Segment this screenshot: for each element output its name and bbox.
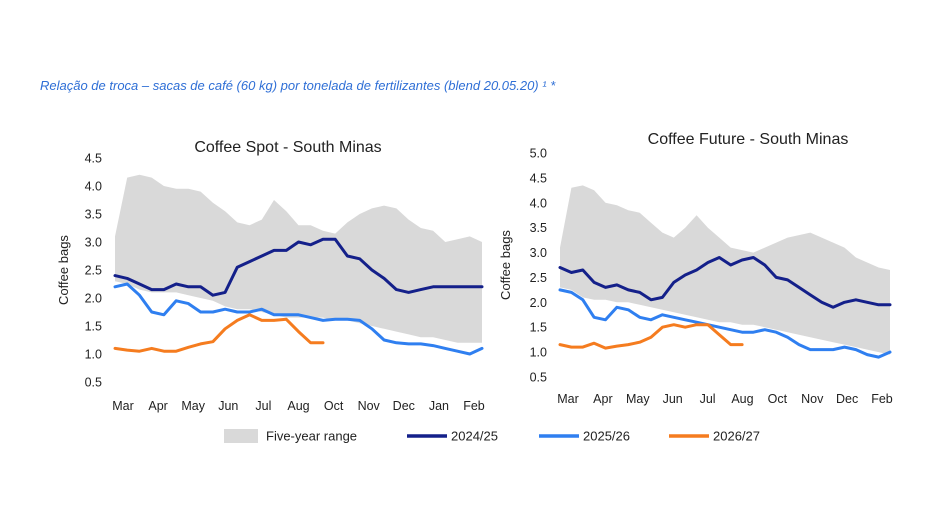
x-tick-label: Aug	[287, 399, 309, 413]
y-tick-label: 1.5	[85, 320, 102, 334]
y-tick-label: 0.5	[85, 376, 102, 390]
y-tick-label: 5.0	[530, 147, 547, 161]
y-axis-label: Coffee bags	[498, 230, 513, 300]
x-tick-label: Dec	[836, 392, 858, 406]
five-year-range-area	[115, 174, 482, 343]
x-tick-label: Feb	[871, 392, 893, 406]
y-tick-label: 3.0	[530, 246, 547, 260]
series-line-2024-25	[113, 237, 484, 297]
x-tick-label: May	[181, 399, 205, 413]
five-year-range-area	[560, 185, 890, 355]
series-line-2025-26	[558, 288, 892, 359]
legend-label: 2024/25	[451, 429, 498, 444]
series-line-2024-25	[558, 256, 892, 309]
x-tick-label: May	[626, 392, 650, 406]
x-tick-label: Oct	[768, 392, 788, 406]
x-tick-label: Jan	[429, 399, 449, 413]
series-line-2026-27	[113, 313, 325, 353]
y-tick-label: 2.5	[530, 271, 547, 285]
chart-title: Coffee Spot - South Minas	[194, 139, 381, 156]
y-tick-label: 1.0	[530, 346, 547, 360]
y-tick-label: 4.5	[85, 152, 102, 166]
series-line-2025-26	[113, 282, 484, 356]
y-tick-label: 4.5	[530, 171, 547, 185]
x-tick-label: Apr	[593, 392, 612, 406]
y-tick-label: 4.0	[530, 196, 547, 210]
x-tick-label: Jul	[700, 392, 716, 406]
y-tick-label: 2.5	[85, 264, 102, 278]
y-tick-label: 0.5	[530, 371, 547, 385]
x-tick-label: Jul	[255, 399, 271, 413]
y-tick-label: 1.0	[85, 348, 102, 362]
legend: Five-year range 2024/25 2025/26 2026/27	[224, 429, 760, 444]
x-tick-label: Jun	[218, 399, 238, 413]
y-tick-label: 1.5	[530, 321, 547, 335]
x-tick-label: Dec	[393, 399, 415, 413]
coffee-future-chart: Coffee Future - South Minas 0.5 1.0 1.5 2.0 2…	[498, 131, 893, 406]
header-caption: Relação de troca – sacas de café (60 kg)…	[40, 78, 556, 93]
y-tick-label: 2.0	[85, 292, 102, 306]
x-tick-label: Apr	[148, 399, 167, 413]
y-axis-label: Coffee bags	[56, 235, 71, 305]
chart-title: Coffee Future - South Minas	[648, 131, 849, 148]
x-tick-label: Aug	[731, 392, 753, 406]
x-tick-label: Nov	[801, 392, 824, 406]
series-line-2026-27	[558, 323, 744, 350]
x-tick-label: Mar	[112, 399, 134, 413]
y-tick-label: 4.0	[85, 180, 102, 194]
x-tick-label: Jun	[663, 392, 683, 406]
x-tick-label: Mar	[557, 392, 579, 406]
legend-label: Five-year range	[266, 429, 357, 444]
y-tick-label: 2.0	[530, 296, 547, 310]
x-tick-label: Nov	[358, 399, 381, 413]
y-tick-label: 3.5	[530, 221, 547, 235]
legend-label: 2025/26	[583, 429, 630, 444]
legend-label: 2026/27	[713, 429, 760, 444]
y-tick-label: 3.0	[85, 236, 102, 250]
x-tick-label: Feb	[463, 399, 485, 413]
x-tick-label: Oct	[324, 399, 344, 413]
y-tick-label: 3.5	[85, 208, 102, 222]
coffee-spot-chart: Coffee Spot - South Minas 0.5 1.0 1.5 2.0 2.5…	[56, 139, 485, 413]
legend-swatch-area	[224, 429, 258, 443]
